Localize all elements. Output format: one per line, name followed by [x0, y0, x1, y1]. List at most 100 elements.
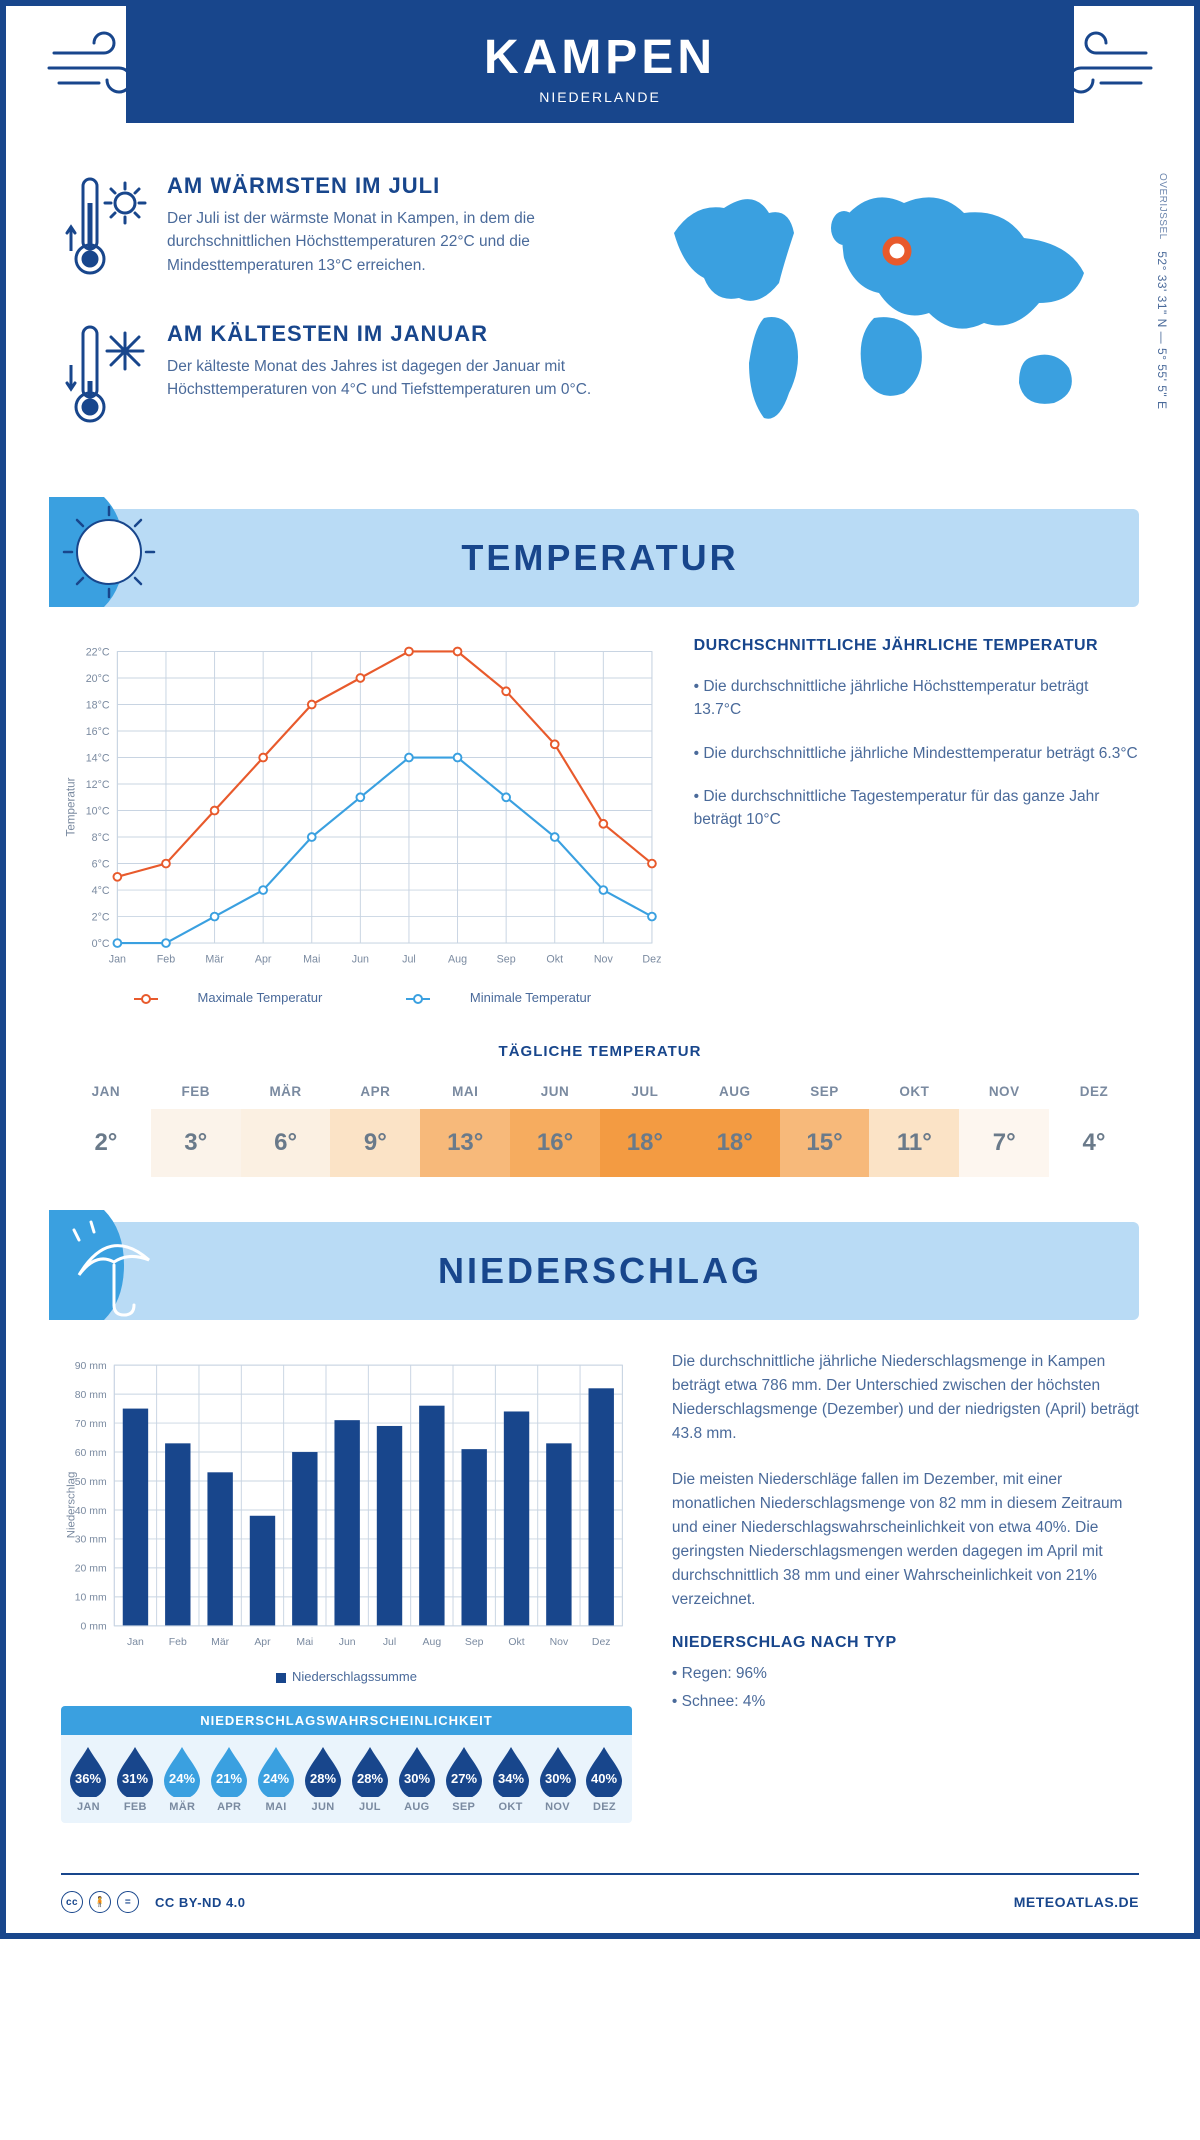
- prob-cell: 28%JUL: [346, 1745, 393, 1813]
- svg-text:Jan: Jan: [127, 1637, 144, 1648]
- daily-value: 11°: [869, 1109, 959, 1177]
- svg-text:Sep: Sep: [465, 1637, 484, 1648]
- svg-text:6°C: 6°C: [92, 858, 110, 870]
- svg-text:16°C: 16°C: [86, 726, 110, 738]
- prob-cell: 30%AUG: [393, 1745, 440, 1813]
- daily-value: 18°: [600, 1109, 690, 1177]
- svg-text:70 mm: 70 mm: [75, 1419, 107, 1430]
- svg-text:24%: 24%: [263, 1771, 289, 1786]
- precipitation-chart: 0 mm10 mm20 mm30 mm40 mm50 mm60 mm70 mm8…: [61, 1350, 632, 1684]
- svg-text:30%: 30%: [404, 1771, 430, 1786]
- prob-month: JAN: [65, 1801, 112, 1813]
- intro-section: AM WÄRMSTEN IM JULI Der Juli ist der wär…: [6, 153, 1194, 509]
- precip-type: • Regen: 96%: [672, 1662, 1139, 1686]
- temperature-aside: DURCHSCHNITTLICHE JÄHRLICHE TEMPERATUR •…: [694, 637, 1139, 1005]
- svg-text:Sep: Sep: [497, 954, 516, 966]
- svg-text:20°C: 20°C: [86, 673, 110, 685]
- temperature-title: TEMPERATUR: [61, 537, 1139, 579]
- svg-text:Dez: Dez: [642, 954, 661, 966]
- prob-cell: 28% JUN: [300, 1745, 347, 1813]
- svg-text:30%: 30%: [545, 1771, 571, 1786]
- daily-temp-title: TÄGLICHE TEMPERATUR: [6, 1043, 1194, 1060]
- prob-cell: 27%SEP: [440, 1745, 487, 1813]
- svg-text:Mär: Mär: [211, 1637, 230, 1648]
- city-title: KAMPEN: [126, 30, 1074, 85]
- svg-text:80 mm: 80 mm: [75, 1390, 107, 1401]
- warmest-title: AM WÄRMSTEN IM JULI: [167, 173, 609, 199]
- svg-text:Dez: Dez: [592, 1637, 611, 1648]
- raindrop-icon: 27%: [442, 1745, 486, 1797]
- precipitation-banner: NIEDERSCHLAG: [61, 1222, 1139, 1320]
- temp-legend: Maximale Temperatur Minimale Temperatur: [61, 990, 664, 1005]
- svg-text:28%: 28%: [310, 1771, 336, 1786]
- temp-bullet: • Die durchschnittliche jährliche Mindes…: [694, 742, 1139, 765]
- svg-text:Aug: Aug: [448, 954, 467, 966]
- temp-bullet: • Die durchschnittliche jährliche Höchst…: [694, 675, 1139, 722]
- daily-month: NOV: [959, 1074, 1049, 1109]
- daily-value: 13°: [420, 1109, 510, 1177]
- daily-month: MÄR: [241, 1074, 331, 1109]
- svg-text:22°C: 22°C: [86, 646, 110, 658]
- sun-icon: [49, 497, 179, 617]
- svg-text:60 mm: 60 mm: [75, 1448, 107, 1459]
- raindrop-icon: 30%: [395, 1745, 439, 1797]
- precip-legend: Niederschlagssumme: [61, 1669, 632, 1684]
- svg-text:Mai: Mai: [296, 1637, 313, 1648]
- daily-value: 4°: [1049, 1109, 1139, 1177]
- precip-paragraph: Die durchschnittliche jährliche Niedersc…: [672, 1350, 1139, 1446]
- prob-cell: 24% MAI: [253, 1745, 300, 1813]
- prob-cell: 36% JAN: [65, 1745, 112, 1813]
- prob-month: MAI: [253, 1801, 300, 1813]
- svg-text:24%: 24%: [169, 1771, 195, 1786]
- prob-month: DEZ: [581, 1801, 628, 1813]
- svg-text:Okt: Okt: [546, 954, 563, 966]
- daily-temp-cell: APR9°: [330, 1074, 420, 1177]
- daily-temp-cell: FEB3°: [151, 1074, 241, 1177]
- svg-text:4°C: 4°C: [92, 885, 110, 897]
- prob-cell: 21%APR: [206, 1745, 253, 1813]
- svg-text:30 mm: 30 mm: [75, 1535, 107, 1546]
- svg-text:0°C: 0°C: [92, 938, 110, 950]
- svg-text:34%: 34%: [498, 1771, 524, 1786]
- svg-text:Jul: Jul: [383, 1637, 396, 1648]
- raindrop-icon: 24%: [160, 1745, 204, 1797]
- coordinates: OVERIJSSEL 52° 33' 31" N — 5° 55' 5" E: [1155, 173, 1169, 410]
- svg-text:Jul: Jul: [402, 954, 416, 966]
- daily-temp-cell: JUN16°: [510, 1074, 600, 1177]
- daily-value: 15°: [780, 1109, 870, 1177]
- svg-text:Feb: Feb: [157, 954, 175, 966]
- prob-month: FEB: [112, 1801, 159, 1813]
- svg-text:Mär: Mär: [205, 954, 224, 966]
- svg-text:Jan: Jan: [109, 954, 126, 966]
- coldest-text: Der kälteste Monat des Jahres ist dagege…: [167, 355, 609, 402]
- svg-text:10 mm: 10 mm: [75, 1593, 107, 1604]
- temp-aside-title: DURCHSCHNITTLICHE JÄHRLICHE TEMPERATUR: [694, 637, 1139, 655]
- page: KAMPEN NIEDERLANDE: [0, 0, 1200, 1939]
- thermometer-snow-icon: [61, 321, 149, 431]
- daily-value: 2°: [61, 1109, 151, 1177]
- daily-month: AUG: [690, 1074, 780, 1109]
- svg-text:90 mm: 90 mm: [75, 1361, 107, 1372]
- site-name: METEOATLAS.DE: [1014, 1894, 1139, 1910]
- svg-text:Feb: Feb: [169, 1637, 187, 1648]
- svg-text:Nov: Nov: [594, 954, 614, 966]
- svg-text:36%: 36%: [75, 1771, 101, 1786]
- svg-text:Jun: Jun: [352, 954, 369, 966]
- license: cc 🧍 = CC BY-ND 4.0: [61, 1891, 246, 1913]
- nd-icon: =: [117, 1891, 139, 1913]
- prob-month: JUN: [300, 1801, 347, 1813]
- prob-cell: 34%OKT: [487, 1745, 534, 1813]
- svg-text:18°C: 18°C: [86, 699, 110, 711]
- svg-text:Okt: Okt: [508, 1637, 524, 1648]
- world-map-icon: [649, 173, 1139, 443]
- map-panel: OVERIJSSEL 52° 33' 31" N — 5° 55' 5" E: [649, 173, 1139, 469]
- svg-text:8°C: 8°C: [92, 832, 110, 844]
- svg-text:Nov: Nov: [550, 1637, 569, 1648]
- prob-cell: 40%DEZ: [581, 1745, 628, 1813]
- svg-text:Apr: Apr: [254, 1637, 271, 1648]
- daily-temp-cell: DEZ4°: [1049, 1074, 1139, 1177]
- prob-title: NIEDERSCHLAGSWAHRSCHEINLICHKEIT: [61, 1706, 632, 1735]
- svg-text:12°C: 12°C: [86, 779, 110, 791]
- prob-cell: 24%MÄR: [159, 1745, 206, 1813]
- svg-text:31%: 31%: [122, 1771, 148, 1786]
